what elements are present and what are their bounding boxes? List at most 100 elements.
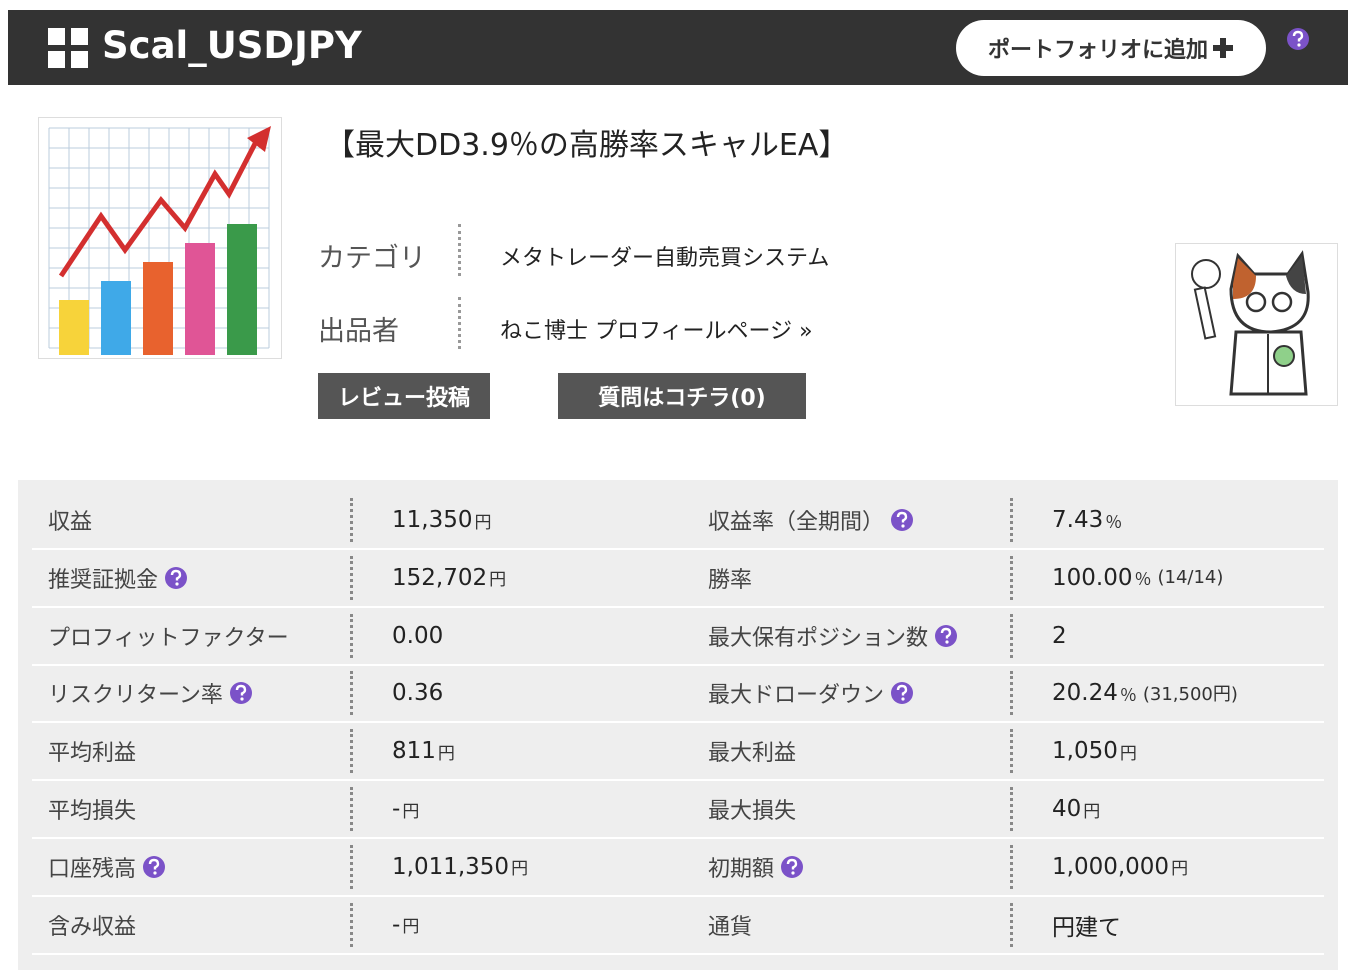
stat-label: 最大ドローダウン: [708, 665, 914, 721]
stat-label: 推奨証拠金: [48, 550, 188, 606]
stat-label-text: 最大保有ポジション数: [708, 625, 929, 651]
help-icon[interactable]: [142, 855, 166, 879]
help-icon[interactable]: [164, 566, 188, 590]
help-icon[interactable]: [780, 855, 804, 879]
divider: [1010, 555, 1013, 600]
help-icon[interactable]: [1286, 27, 1310, 51]
product-image: [38, 117, 282, 359]
help-icon[interactable]: [890, 508, 914, 532]
help-icon[interactable]: [890, 681, 914, 705]
divider: [350, 613, 353, 658]
stat-label-text: 初期額: [708, 856, 775, 882]
stat-label: 平均利益: [48, 723, 136, 779]
divider: [1010, 729, 1013, 774]
stat-value: 100.00 ％ (14/14): [1052, 550, 1223, 606]
product-title: Scal_USDJPY: [102, 24, 362, 67]
stat-number: -: [392, 796, 401, 822]
stat-value: 円建て: [1052, 897, 1121, 953]
stat-value: 2: [1052, 608, 1067, 664]
stat-value: 811 円: [392, 723, 455, 779]
divider: [458, 224, 461, 276]
stat-label: 最大保有ポジション数: [708, 608, 958, 664]
stat-number: 100.00: [1052, 564, 1133, 591]
help-icon[interactable]: [229, 681, 253, 705]
info-label: 出品者: [318, 316, 399, 347]
headline: 【最大DD3.9％の高勝率スキャルEA】: [325, 128, 849, 163]
stats-row: リスクリターン率 0.36 最大ドローダウン 20.24 ％ (31,500円): [32, 665, 1324, 724]
stat-unit: 円: [474, 512, 492, 533]
stat-unit: 円: [402, 801, 420, 822]
divider: [1010, 671, 1013, 716]
stat-label: 初期額: [708, 839, 804, 895]
seller-link[interactable]: ねこ博士 プロフィールページ »: [500, 319, 813, 344]
stat-value: 1,011,350 円: [392, 839, 528, 895]
stat-label: 平均損失: [48, 781, 136, 837]
stat-value: 152,702 円: [392, 550, 506, 606]
stat-number: 20.24: [1052, 680, 1118, 707]
stat-number: 1,000,000: [1052, 853, 1170, 880]
divider: [350, 498, 353, 542]
stat-value: 0.00: [392, 608, 443, 664]
stat-label-text: 推奨証拠金: [48, 567, 159, 593]
stat-label-text: 最大利益: [708, 741, 797, 767]
stat-label-text: 最大ドローダウン: [708, 683, 885, 709]
add-portfolio-label[interactable]: ポートフォリオに追加: [987, 38, 1208, 63]
stat-label-text: 含み収益: [48, 914, 137, 940]
question-button[interactable]: 質問はコチラ(0): [558, 373, 806, 419]
stat-number: 0.36: [392, 680, 444, 707]
divider: [458, 297, 461, 349]
stat-value: 11,350 円: [392, 492, 491, 548]
stat-number: 円建て: [1052, 914, 1121, 941]
stat-label: 最大利益: [708, 723, 796, 779]
stat-number: 1,011,350: [392, 853, 510, 880]
chart-illustration: [48, 126, 271, 355]
divider: [1010, 613, 1013, 658]
stat-unit: 円: [511, 859, 529, 880]
stat-label: 最大損失: [708, 781, 796, 837]
stat-number: 152,702: [392, 564, 488, 591]
logo-icon: [48, 28, 88, 68]
seller-avatar: [1175, 243, 1338, 406]
stat-number: -: [392, 911, 401, 938]
cat-illustration: [1191, 250, 1310, 396]
stat-label-text: リスクリターン率: [48, 683, 223, 709]
stats-row: 平均利益 811 円最大利益 1,050 円: [32, 723, 1324, 782]
stat-label: 口座残高: [48, 839, 166, 895]
stats-row: 収益 11,350 円 収益率（全期間） 7.43 ％: [32, 492, 1324, 550]
stat-number: 7.43: [1052, 507, 1104, 533]
stat-label-text: 平均利益: [48, 741, 137, 767]
stats-row: 含み収益 - 円 通貨 円建て: [32, 897, 1324, 955]
divider: [350, 555, 353, 600]
stat-label: 収益: [48, 492, 92, 548]
divider: [1010, 787, 1013, 831]
stat-label-text: 通貨: [708, 914, 753, 940]
stat-label: 通貨: [708, 897, 752, 953]
stat-unit: 円: [1083, 801, 1101, 822]
stat-unit: ％: [1134, 570, 1152, 591]
stat-label: 収益率（全期間）: [708, 492, 914, 548]
stat-label: プロフィットファクター: [48, 608, 289, 664]
stat-label-text: 勝率: [708, 567, 753, 593]
help-icon[interactable]: [934, 624, 958, 648]
stat-label-text: プロフィットファクター: [48, 625, 289, 651]
divider: [1010, 498, 1013, 542]
stat-number: 40: [1052, 796, 1082, 822]
stat-note: (14/14): [1157, 567, 1224, 589]
plus-icon: [1213, 38, 1233, 58]
divider: [350, 787, 353, 831]
stat-number: 11,350: [392, 507, 473, 533]
stat-value: 7.43 ％: [1052, 492, 1122, 548]
stat-number: 811: [392, 738, 436, 765]
stat-note: (31,500円): [1142, 684, 1238, 706]
info-value: メタトレーダー自動売買システム: [500, 246, 830, 271]
stat-value: 20.24 ％ (31,500円): [1052, 665, 1238, 721]
review-button[interactable]: レビュー投稿: [318, 373, 490, 419]
add-portfolio-button[interactable]: ポートフォリオに追加: [956, 20, 1266, 76]
stat-unit: 円: [489, 570, 507, 591]
stat-number: 0.00: [392, 622, 444, 649]
stat-unit: 円: [437, 743, 455, 764]
stat-label-text: 収益率（全期間）: [708, 510, 885, 535]
stat-number: 2: [1052, 622, 1067, 649]
header-bar: Scal_USDJPY ポートフォリオに追加: [8, 10, 1348, 85]
